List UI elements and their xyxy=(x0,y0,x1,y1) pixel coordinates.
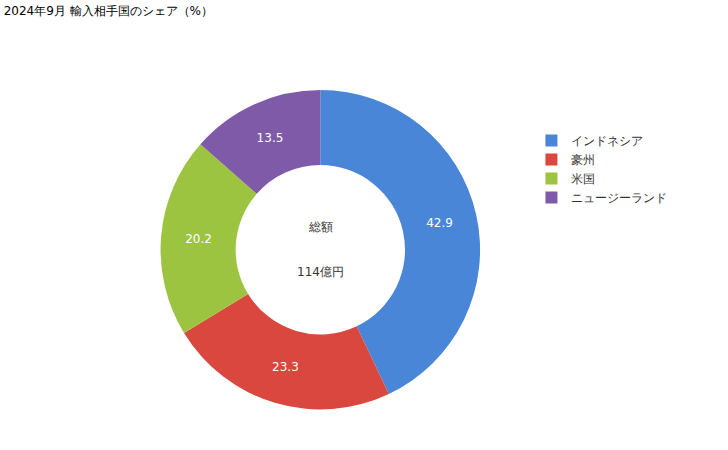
svg-text:総額: 総額 xyxy=(308,220,333,234)
svg-text:ニュージーランド: ニュージーランド xyxy=(571,191,667,205)
svg-text:114億円: 114億円 xyxy=(297,265,344,279)
svg-text:13.5: 13.5 xyxy=(257,131,284,145)
svg-text:インドネシア: インドネシア xyxy=(571,134,643,148)
svg-text:20.2: 20.2 xyxy=(185,232,212,246)
svg-text:米国: 米国 xyxy=(571,172,595,186)
svg-text:42.9: 42.9 xyxy=(426,216,453,230)
svg-text:豪州: 豪州 xyxy=(571,153,595,167)
svg-text:2024年9月 輸入相手国のシェア（%）: 2024年9月 輸入相手国のシェア（%） xyxy=(4,4,213,18)
svg-text:23.3: 23.3 xyxy=(272,360,299,374)
